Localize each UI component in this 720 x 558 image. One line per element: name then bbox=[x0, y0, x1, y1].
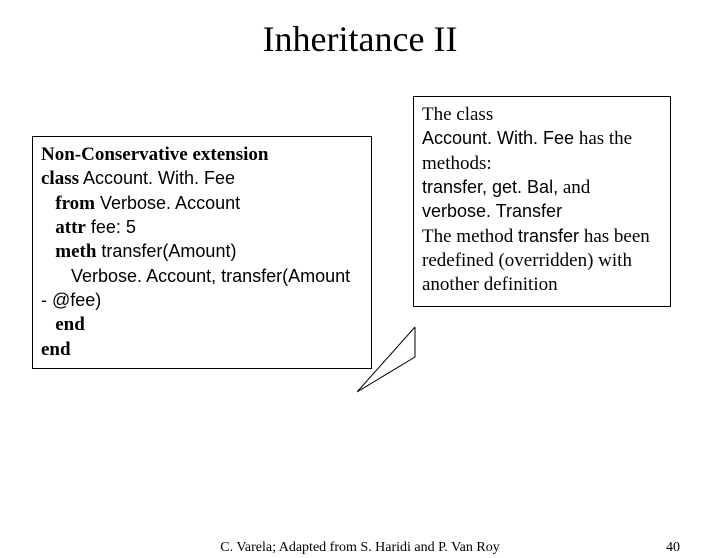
left-code-box: Non-Conservative extension class Account… bbox=[32, 136, 372, 369]
ident-meth: transfer(Amount) bbox=[96, 241, 236, 261]
text-6: verbose. Transfer bbox=[422, 201, 562, 221]
keyword-attr: attr bbox=[41, 217, 86, 238]
ident-body1: Verbose. Account, transfer(Amount bbox=[41, 266, 350, 286]
text-1: The class bbox=[422, 104, 493, 125]
code-line-3: attr fee: 5 bbox=[41, 216, 363, 240]
slide-title: Inheritance II bbox=[0, 18, 720, 60]
ident-attr: fee: 5 bbox=[86, 217, 136, 237]
code-line-7: end bbox=[41, 313, 363, 337]
code-line-5: Verbose. Account, transfer(Amount bbox=[41, 265, 363, 289]
code-line-1: class Account. With. Fee bbox=[41, 167, 363, 191]
text-2: Account. With. Fee bbox=[422, 128, 574, 148]
keyword-meth: meth bbox=[41, 241, 96, 262]
code-line-2: from Verbose. Account bbox=[41, 192, 363, 216]
text-8: transfer bbox=[518, 226, 579, 246]
code-line-8: end bbox=[41, 338, 363, 362]
ident-body2: - @fee) bbox=[41, 290, 101, 310]
footer-page-number: 40 bbox=[666, 540, 680, 556]
footer-credit: C. Varela; Adapted from S. Haridi and P.… bbox=[220, 540, 499, 556]
left-heading: Non-Conservative extension bbox=[41, 143, 363, 167]
text-7: The method bbox=[422, 226, 518, 247]
text-5: and bbox=[558, 177, 590, 198]
keyword-from: from bbox=[41, 193, 95, 214]
keyword-class: class bbox=[41, 168, 79, 189]
keyword-end-outer: end bbox=[41, 339, 71, 360]
text-4: transfer, get. Bal, bbox=[422, 177, 558, 197]
ident-parent: Verbose. Account bbox=[95, 193, 240, 213]
keyword-end-inner: end bbox=[41, 314, 85, 335]
code-line-4: meth transfer(Amount) bbox=[41, 240, 363, 264]
ident-classname: Account. With. Fee bbox=[79, 168, 235, 188]
right-explain-box: The class Account. With. Fee has the met… bbox=[413, 96, 671, 307]
content-area: Non-Conservative extension class Account… bbox=[0, 88, 720, 448]
code-line-6: - @fee) bbox=[41, 289, 363, 313]
